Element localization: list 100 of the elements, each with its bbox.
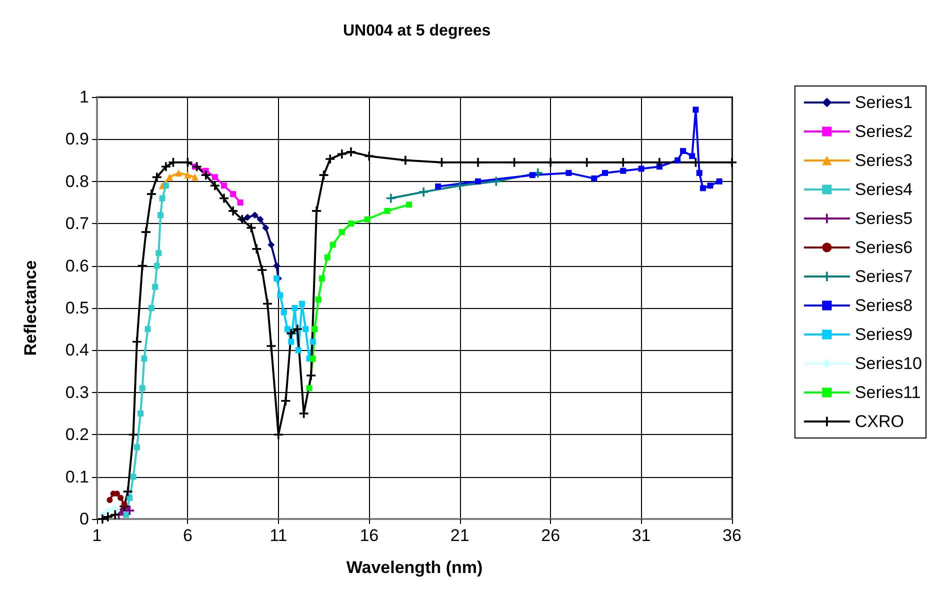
point [148, 305, 154, 311]
point [220, 194, 228, 203]
point [252, 244, 262, 254]
x-tick-label: 1 [92, 526, 102, 545]
point [299, 300, 306, 307]
point [263, 299, 272, 308]
legend-label: Series6 [854, 238, 913, 257]
point [154, 262, 160, 269]
point [386, 194, 396, 203]
legend-label: Series1 [854, 93, 913, 112]
legend-label: Series10 [854, 354, 922, 373]
point [437, 158, 446, 167]
point [106, 497, 113, 504]
point [638, 166, 644, 172]
point [620, 168, 626, 174]
point [692, 106, 699, 113]
point [384, 208, 390, 214]
point [156, 250, 162, 256]
point [268, 241, 275, 248]
point [346, 147, 356, 156]
point [306, 371, 316, 380]
legend-label: Series9 [854, 325, 913, 344]
point [492, 176, 501, 186]
point [256, 216, 264, 223]
point [364, 152, 374, 161]
point [591, 175, 598, 182]
point [141, 228, 150, 237]
x-tick-label: 6 [182, 526, 192, 545]
point [312, 206, 322, 216]
point [262, 224, 270, 232]
legend-label: Series4 [854, 180, 913, 199]
point [184, 172, 192, 179]
y-tick-label: 0.2 [65, 425, 89, 444]
point [166, 174, 174, 181]
point [191, 174, 198, 181]
point [338, 229, 345, 236]
legend-label: Series8 [854, 296, 913, 315]
point [310, 356, 316, 362]
point [210, 181, 220, 190]
chart-title: UN004 at 5 degrees [343, 22, 491, 40]
point [654, 158, 664, 167]
point [273, 262, 280, 270]
point [183, 158, 192, 167]
point [130, 474, 136, 480]
x-tick-label: 11 [270, 526, 288, 545]
point [126, 494, 133, 501]
point [546, 158, 556, 167]
point [337, 149, 346, 158]
y-tick-label: 0.8 [65, 172, 89, 191]
point [400, 156, 410, 165]
point [212, 174, 218, 180]
point [292, 305, 298, 311]
legend-label: Series2 [854, 122, 913, 141]
point [319, 170, 328, 180]
legend-label: CXRO [854, 412, 904, 431]
point [139, 385, 146, 392]
point [306, 385, 312, 392]
point [364, 216, 370, 222]
point [566, 170, 572, 176]
point [121, 501, 128, 508]
y-tick-label: 0.3 [65, 382, 89, 402]
point [330, 242, 336, 248]
point [103, 512, 112, 522]
point [277, 292, 284, 298]
point [134, 444, 140, 450]
point [295, 347, 302, 354]
legend-label: Series11 [854, 383, 921, 402]
point [310, 338, 316, 345]
legend-label: Series3 [854, 151, 913, 170]
point [299, 409, 308, 418]
point [529, 172, 536, 178]
point [435, 183, 442, 190]
point [158, 212, 164, 218]
point [280, 309, 287, 316]
legend-label: Series7 [854, 267, 913, 286]
point [406, 202, 412, 208]
legend-label: Series5 [854, 209, 913, 228]
point [141, 356, 148, 362]
point [104, 507, 112, 514]
point [123, 512, 130, 518]
point [161, 162, 170, 172]
point [348, 220, 354, 227]
point [716, 178, 722, 184]
point [288, 338, 294, 345]
point [292, 324, 302, 334]
point [244, 214, 252, 221]
point [691, 158, 700, 167]
point [152, 172, 162, 182]
point [146, 190, 156, 199]
point [138, 410, 144, 416]
point [318, 275, 325, 282]
point [132, 337, 142, 346]
point [689, 153, 696, 160]
point [696, 170, 702, 176]
point [419, 187, 428, 196]
y-tick-label: 0.5 [65, 298, 89, 318]
point [125, 506, 134, 516]
point [315, 296, 322, 303]
point [123, 487, 132, 496]
x-tick-label: 31 [632, 526, 651, 545]
